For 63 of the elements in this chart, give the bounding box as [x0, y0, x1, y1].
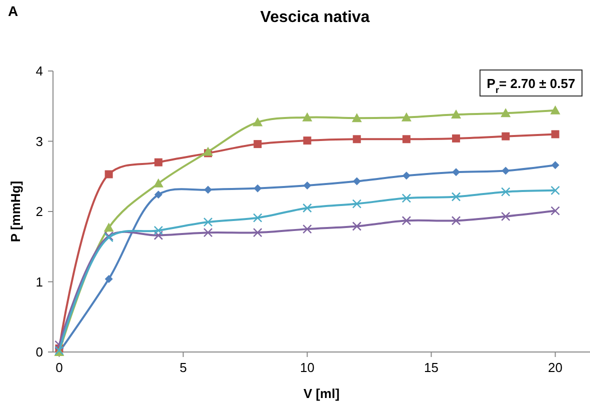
- point: [352, 113, 362, 122]
- point: [402, 172, 410, 180]
- point: [402, 194, 412, 203]
- chart-title: Vescica nativa: [260, 9, 370, 26]
- point: [254, 140, 262, 148]
- point: [154, 230, 164, 240]
- x-tick-label: 5: [180, 360, 187, 375]
- point: [452, 168, 460, 176]
- point: [402, 216, 412, 226]
- y-tick-label: 2: [36, 204, 43, 219]
- point: [204, 186, 212, 194]
- point: [550, 206, 560, 216]
- point: [252, 213, 262, 222]
- point: [502, 166, 510, 175]
- y-axis-title: P [mmHg]: [8, 180, 23, 242]
- y-tick-label: 1: [36, 274, 43, 290]
- point: [550, 105, 560, 114]
- point: [452, 134, 460, 142]
- point: [451, 216, 461, 226]
- point: [451, 192, 461, 202]
- point: [451, 110, 462, 119]
- point: [352, 177, 361, 186]
- point: [252, 228, 262, 238]
- point: [501, 187, 510, 196]
- y-tick-label: 0: [36, 344, 43, 360]
- point: [104, 170, 113, 178]
- point: [352, 222, 362, 231]
- x-tick-label: 10: [300, 360, 314, 375]
- point: [154, 226, 164, 236]
- point: [154, 158, 162, 166]
- point: [203, 228, 213, 238]
- annotation: P$_{r}$= 2.70 ± 0.57: [486, 76, 576, 95]
- text: A: [8, 3, 18, 19]
- point: [551, 130, 560, 138]
- point: [501, 212, 510, 222]
- point: [550, 186, 560, 196]
- point: [352, 135, 361, 144]
- point: [104, 222, 114, 232]
- point: [502, 132, 510, 140]
- point: [154, 190, 162, 199]
- y-tick-label: 4: [36, 64, 43, 78]
- y-tick-label: 3: [36, 134, 43, 149]
- point: [203, 217, 213, 227]
- point: [302, 203, 312, 213]
- point: [254, 184, 262, 192]
- point: [303, 182, 312, 190]
- point: [352, 199, 362, 208]
- point: [401, 112, 412, 122]
- point: [303, 136, 312, 145]
- point: [54, 340, 64, 350]
- point: [402, 135, 410, 144]
- point: [302, 112, 312, 122]
- point: [203, 146, 214, 156]
- x-tick-label: 0: [56, 360, 63, 375]
- x-tick-label: 20: [548, 360, 563, 375]
- point: [551, 161, 560, 170]
- point: [302, 224, 312, 234]
- x-axis-title: V [ml]: [303, 386, 340, 401]
- point: [104, 274, 113, 283]
- point: [500, 108, 511, 118]
- x-tick-label: 15: [424, 360, 438, 375]
- point: [252, 117, 263, 126]
- point: [153, 178, 164, 188]
